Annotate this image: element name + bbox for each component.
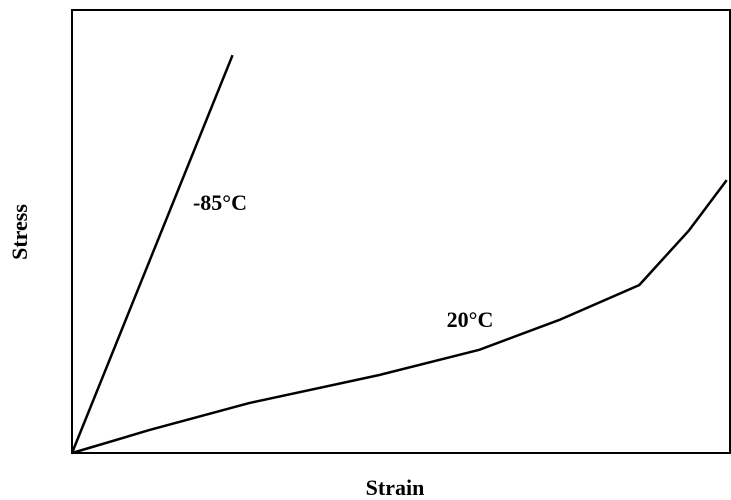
curve (70, 54, 234, 454)
plot-frame (71, 9, 731, 454)
y-axis-label: Stress (7, 204, 32, 260)
curve-label: 20°C (447, 307, 494, 332)
curve (71, 179, 728, 455)
curve-label: -85°C (193, 190, 247, 215)
x-axis-label: Strain (366, 475, 425, 500)
